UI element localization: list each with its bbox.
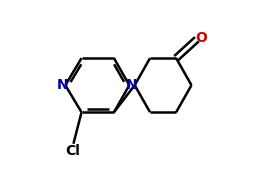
Text: N: N <box>56 78 68 92</box>
Text: N: N <box>126 78 137 92</box>
Text: O: O <box>195 31 207 45</box>
Text: Cl: Cl <box>65 144 80 158</box>
